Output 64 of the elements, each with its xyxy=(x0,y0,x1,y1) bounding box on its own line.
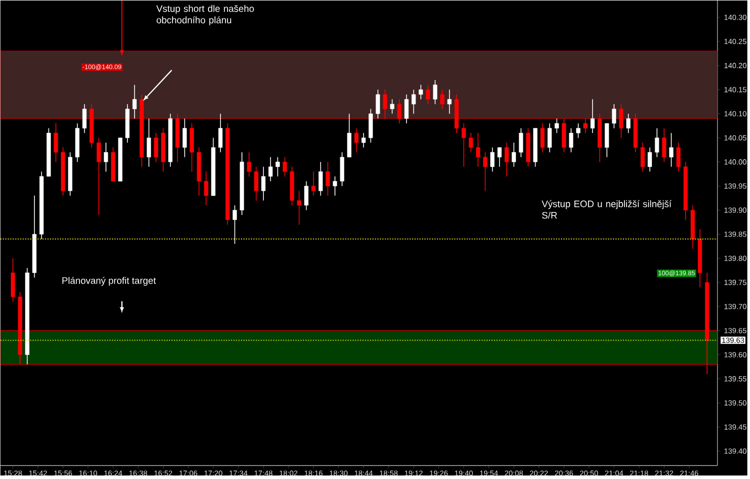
candlestick xyxy=(326,161,330,196)
candlestick xyxy=(390,98,394,114)
candlestick xyxy=(311,171,316,196)
candlestick xyxy=(132,84,137,119)
candlestick xyxy=(96,137,101,216)
candlestick xyxy=(182,118,187,158)
candlestick xyxy=(332,176,338,196)
candlestick xyxy=(382,89,388,119)
candlestick xyxy=(662,128,666,162)
candlestick xyxy=(433,80,438,104)
candlestick xyxy=(569,128,574,153)
candlestick xyxy=(648,147,652,172)
candlestick xyxy=(483,152,488,192)
candlestick xyxy=(476,132,480,168)
annotation: Vstup short dle našeho obchodního plánu xyxy=(156,4,254,26)
candlestick xyxy=(204,171,208,206)
candlestick xyxy=(462,122,466,168)
candlestick xyxy=(412,89,416,114)
candlestick xyxy=(54,122,58,162)
candlestick xyxy=(146,118,151,168)
candlestick xyxy=(590,98,595,134)
candlestick xyxy=(518,128,524,158)
candlestick xyxy=(246,152,252,177)
candlestick xyxy=(376,89,380,119)
candlestick xyxy=(426,84,430,104)
candlestick xyxy=(619,104,624,138)
candlestick xyxy=(276,156,280,177)
candlestick xyxy=(504,142,509,177)
candlestick xyxy=(512,142,516,168)
candlestick xyxy=(497,147,502,168)
candlestick xyxy=(82,104,87,134)
annotation: Výstup EOD u nejbližší silnější S/R xyxy=(542,200,672,219)
candlestick xyxy=(154,132,158,162)
candlestick xyxy=(626,113,630,134)
candlestick xyxy=(576,122,580,138)
candlestick xyxy=(218,113,223,153)
candlestick xyxy=(232,204,237,244)
candlestick xyxy=(676,142,681,172)
candlestick xyxy=(104,142,108,172)
candlestick xyxy=(612,104,616,129)
candlestick xyxy=(404,94,409,124)
candlestick xyxy=(304,180,308,210)
candlestick xyxy=(261,166,266,201)
candlestick xyxy=(548,122,552,153)
candlestick xyxy=(468,132,473,153)
candlestick xyxy=(397,98,402,124)
candlestick xyxy=(268,156,273,182)
candlestick xyxy=(354,128,358,153)
candlestick xyxy=(654,128,660,158)
candlestick xyxy=(318,161,323,196)
candlestick xyxy=(361,132,366,148)
candlestick xyxy=(418,84,423,100)
candlestick xyxy=(583,118,588,134)
candlestick xyxy=(440,89,444,110)
candlestick xyxy=(447,89,452,114)
annotation: Plánovaný profit target xyxy=(62,276,156,286)
candlestick xyxy=(640,142,645,172)
candlestick xyxy=(540,122,545,153)
candlestick xyxy=(297,190,302,225)
candlestick xyxy=(254,166,258,201)
candlestick xyxy=(669,132,674,168)
candlestick xyxy=(282,156,287,177)
candlestick xyxy=(490,147,494,172)
candlestick xyxy=(554,118,559,134)
